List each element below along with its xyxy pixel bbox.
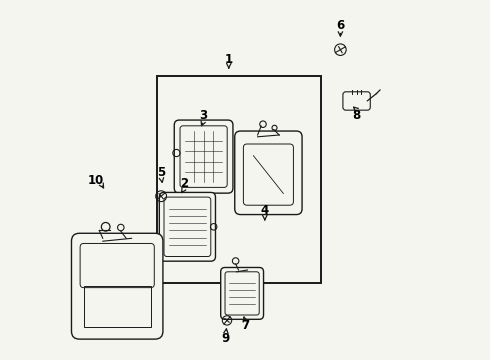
FancyBboxPatch shape <box>159 192 216 261</box>
FancyBboxPatch shape <box>72 233 163 339</box>
FancyBboxPatch shape <box>235 131 302 215</box>
Text: 9: 9 <box>222 332 230 345</box>
FancyBboxPatch shape <box>220 267 264 319</box>
Text: 3: 3 <box>199 109 208 122</box>
Text: 7: 7 <box>241 319 249 332</box>
Text: 1: 1 <box>225 53 233 66</box>
Text: 4: 4 <box>261 204 269 217</box>
Text: 5: 5 <box>157 166 166 179</box>
Text: 10: 10 <box>88 174 104 186</box>
Text: 2: 2 <box>180 177 188 190</box>
Bar <box>84 286 151 327</box>
Text: 8: 8 <box>352 109 361 122</box>
Bar <box>157 76 320 283</box>
Text: 6: 6 <box>336 19 344 32</box>
FancyBboxPatch shape <box>174 120 233 193</box>
